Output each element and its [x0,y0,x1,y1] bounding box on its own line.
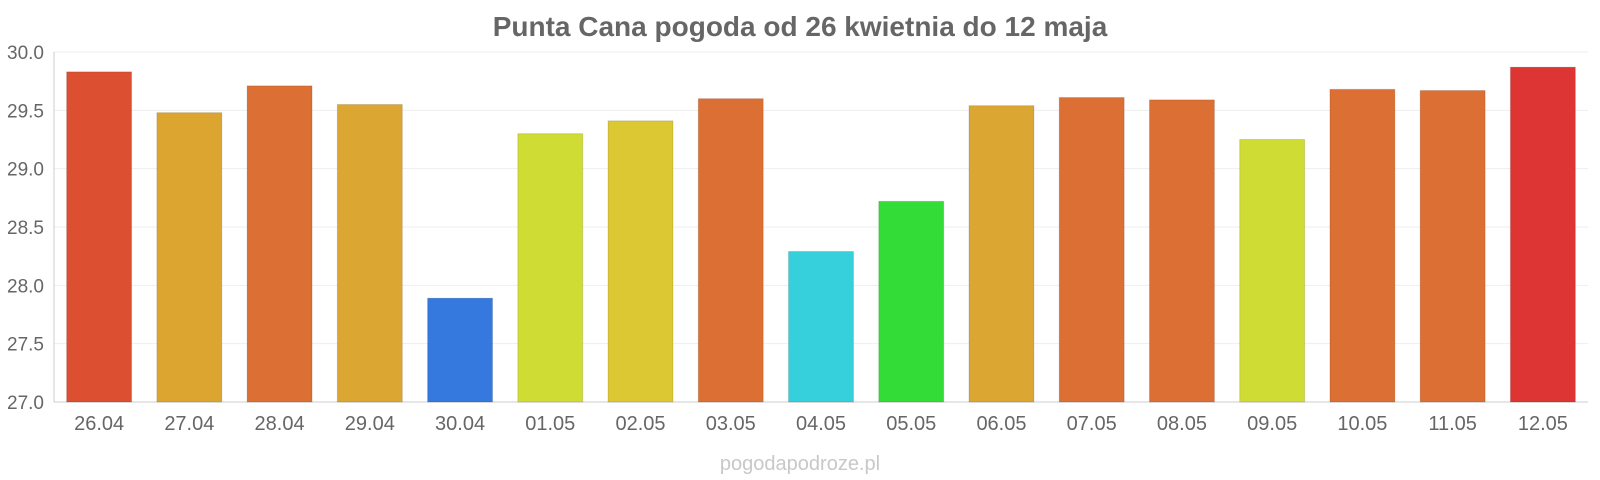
x-tick-label: 09.05 [1247,413,1297,435]
bar-28.04 [246,85,313,403]
y-tick-label: 29.5 [7,101,44,122]
x-tick-label: 08.05 [1157,413,1207,435]
bar-09.05 [1239,139,1306,403]
y-tick-label: 28.5 [7,218,44,239]
x-tick-label: 27.04 [164,413,214,435]
x-tick-label: 01.05 [525,413,575,435]
x-tick-label: 03.05 [706,413,756,435]
y-tick-label: 27.5 [7,335,44,356]
bar-04.05 [788,251,854,403]
x-tick-label: 30.04 [435,413,485,435]
x-tick-label: 07.05 [1067,413,1117,435]
bar-26.04 [66,71,133,403]
x-tick-label: 06.05 [976,413,1026,435]
bar-02.05 [607,120,674,403]
x-tick-label: 29.04 [345,413,395,435]
bar-08.05 [1148,99,1215,403]
y-tick-label: 30.0 [7,43,44,64]
x-tick-label: 02.05 [615,413,665,435]
bar-12.05 [1509,66,1576,403]
y-tick-label: 29.0 [7,160,44,181]
bar-27.04 [156,112,223,403]
bar-30.04 [427,297,494,403]
y-tick-label: 27.0 [7,393,44,414]
bar-01.05 [517,133,584,403]
chart-title: Punta Cana pogoda od 26 kwietnia do 12 m… [493,11,1108,42]
y-tick-label: 28.0 [7,276,44,297]
source-watermark: pogodapodroze.pl [720,453,880,475]
y-axis-ticks: 27.0 27.5 28.0 28.5 29.0 29.5 30.0 [7,43,44,414]
x-tick-label: 28.04 [255,413,305,435]
bar-11.05 [1419,90,1486,403]
bar-05.05 [878,200,945,403]
x-tick-label: 26.04 [74,413,124,435]
x-tick-label: 04.05 [796,413,846,435]
bar-06.05 [968,105,1035,403]
x-tick-label: 10.05 [1337,413,1387,435]
x-tick-label: 12.05 [1518,413,1568,435]
bar-03.05 [697,98,764,403]
bar-29.04 [336,104,403,403]
x-axis-ticks: 26.04 27.04 28.04 29.04 30.04 01.05 02.05 03.05… [74,413,1568,435]
bar-10.05 [1329,88,1396,403]
bar-07.05 [1058,97,1125,403]
bars [66,66,1576,403]
x-tick-label: 11.05 [1428,413,1477,435]
x-tick-label: 05.05 [886,413,936,435]
